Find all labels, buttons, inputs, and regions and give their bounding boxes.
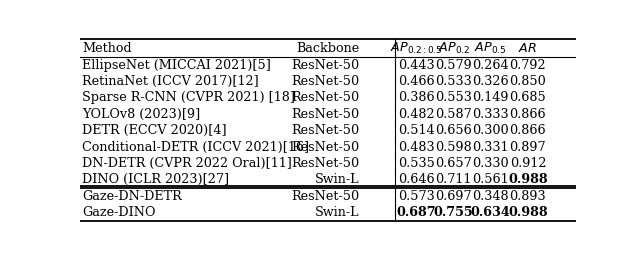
Text: 0.755: 0.755 [434,206,474,219]
Text: 0.535: 0.535 [398,157,435,170]
Text: ResNet-50: ResNet-50 [291,108,359,121]
Text: 0.634: 0.634 [471,206,511,219]
Text: 0.988: 0.988 [508,173,548,186]
Text: 0.866: 0.866 [509,124,546,137]
Text: $AR$: $AR$ [518,42,538,55]
Text: 0.850: 0.850 [509,75,547,88]
Text: 0.149: 0.149 [472,91,509,104]
Text: Backbone: Backbone [296,42,359,55]
Text: ResNet-50: ResNet-50 [291,75,359,88]
Text: YOLOv8 (2023)[9]: YOLOv8 (2023)[9] [83,108,201,121]
Text: 0.587: 0.587 [435,108,472,121]
Text: 0.300: 0.300 [472,124,509,137]
Text: 0.333: 0.333 [472,108,509,121]
Text: 0.988: 0.988 [508,206,548,219]
Text: DN-DETR (CVPR 2022 Oral)[11]: DN-DETR (CVPR 2022 Oral)[11] [83,157,292,170]
Text: $AP_{0.5}$: $AP_{0.5}$ [474,41,507,56]
Text: 0.656: 0.656 [435,124,472,137]
Text: ResNet-50: ResNet-50 [291,190,359,203]
Text: 0.330: 0.330 [472,157,509,170]
Text: ResNet-50: ResNet-50 [291,59,359,72]
Text: 0.533: 0.533 [435,75,472,88]
Text: Conditional-DETR (ICCV 2021)[16]: Conditional-DETR (ICCV 2021)[16] [83,141,310,153]
Text: ResNet-50: ResNet-50 [291,141,359,153]
Text: 0.697: 0.697 [435,190,472,203]
Text: EllipseNet (MICCAI 2021)[5]: EllipseNet (MICCAI 2021)[5] [83,59,271,72]
Text: 0.685: 0.685 [509,91,547,104]
Text: 0.326: 0.326 [472,75,509,88]
Text: 0.386: 0.386 [398,91,435,104]
Text: Gaze-DN-DETR: Gaze-DN-DETR [83,190,182,203]
Text: 0.348: 0.348 [472,190,509,203]
Text: ResNet-50: ResNet-50 [291,157,359,170]
Text: 0.598: 0.598 [435,141,472,153]
Text: Gaze-DINO: Gaze-DINO [83,206,156,219]
Text: 0.561: 0.561 [472,173,509,186]
Text: 0.866: 0.866 [509,108,546,121]
Text: 0.646: 0.646 [398,173,435,186]
Text: $AP_{0.2:0.5}$: $AP_{0.2:0.5}$ [390,41,443,56]
Text: ResNet-50: ResNet-50 [291,91,359,104]
Text: 0.331: 0.331 [472,141,509,153]
Text: RetinaNet (ICCV 2017)[12]: RetinaNet (ICCV 2017)[12] [83,75,259,88]
Text: Swin-L: Swin-L [315,206,359,219]
Text: 0.482: 0.482 [398,108,435,121]
Text: 0.514: 0.514 [398,124,435,137]
Text: ResNet-50: ResNet-50 [291,124,359,137]
Text: 0.912: 0.912 [509,157,546,170]
Text: 0.466: 0.466 [398,75,435,88]
Text: 0.553: 0.553 [435,91,472,104]
Text: 0.792: 0.792 [509,59,546,72]
Text: Sparse R-CNN (CVPR 2021) [18]: Sparse R-CNN (CVPR 2021) [18] [83,91,296,104]
Text: 0.711: 0.711 [435,173,472,186]
Text: 0.579: 0.579 [435,59,472,72]
Text: 0.893: 0.893 [509,190,546,203]
Text: 0.657: 0.657 [435,157,472,170]
Text: 0.264: 0.264 [472,59,509,72]
Text: 0.573: 0.573 [398,190,435,203]
Text: 0.443: 0.443 [398,59,435,72]
Text: DINO (ICLR 2023)[27]: DINO (ICLR 2023)[27] [83,173,230,186]
Text: Swin-L: Swin-L [315,173,359,186]
Text: 0.687: 0.687 [396,206,436,219]
Text: 0.897: 0.897 [509,141,546,153]
Text: 0.483: 0.483 [398,141,435,153]
Text: DETR (ECCV 2020)[4]: DETR (ECCV 2020)[4] [83,124,227,137]
Text: $AP_{0.2}$: $AP_{0.2}$ [438,41,469,56]
Text: Method: Method [83,42,132,55]
